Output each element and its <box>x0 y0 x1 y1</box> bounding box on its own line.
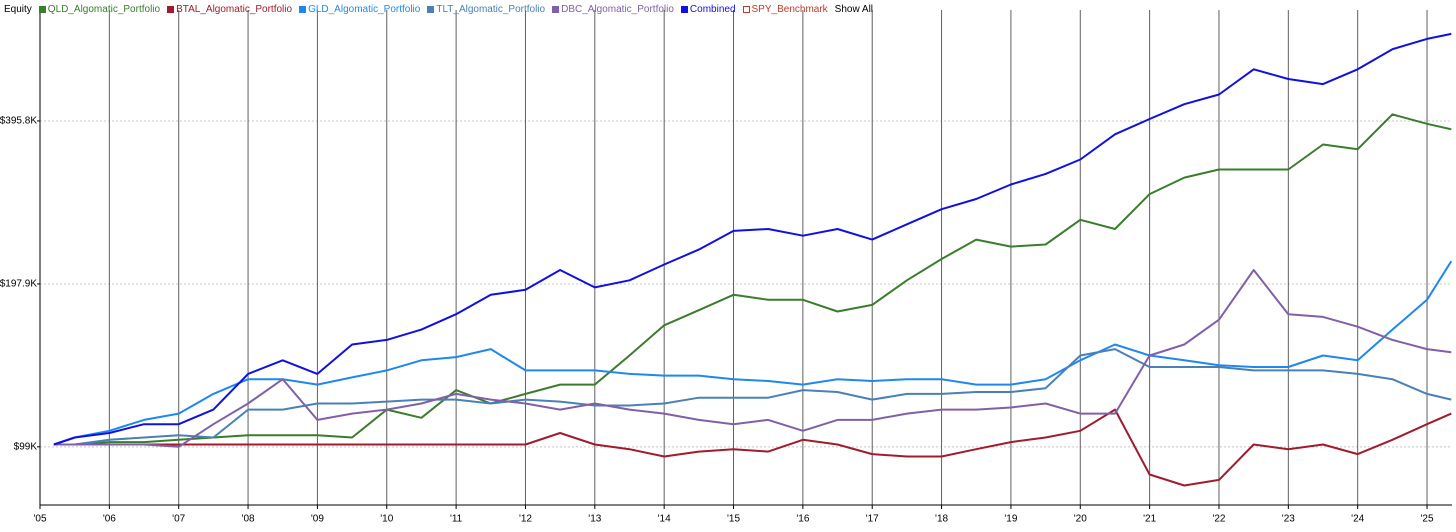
x-tick-label: '09 <box>311 514 324 525</box>
series-line <box>53 260 1453 446</box>
series-line <box>53 269 1452 448</box>
x-tick-label: '08 <box>242 514 255 525</box>
legend-item[interactable]: DBC_Algomatic_Portfolio <box>552 4 674 15</box>
legend-label: TLT_Algomatic_Portfolio <box>436 3 546 15</box>
x-tick-label: '05 <box>33 514 46 525</box>
x-tick-label: '22 <box>1212 514 1225 525</box>
legend-item[interactable]: Combined <box>680 3 736 15</box>
x-tick-label: '19 <box>1004 514 1017 525</box>
x-tick-label: '12 <box>519 514 532 525</box>
series-line <box>53 32 1452 446</box>
legend-label: SPY_Benchmark <box>751 3 828 15</box>
series-line <box>53 408 1452 487</box>
legend-swatch <box>427 5 435 13</box>
x-tick-label: '23 <box>1282 514 1295 525</box>
legend-item[interactable]: BTAL_Algomatic_Portfolio <box>167 4 292 15</box>
x-tick-label: '07 <box>172 514 185 525</box>
x-tick-label: '18 <box>935 514 948 525</box>
x-tick-label: '17 <box>866 514 879 525</box>
x-tick-label: '13 <box>588 514 601 525</box>
x-tick-label: '21 <box>1143 514 1156 525</box>
legend-label: BTAL_Algomatic_Portfolio <box>176 3 293 15</box>
series-line <box>53 113 1452 446</box>
legend-title: Equity <box>4 3 32 15</box>
x-tick-label: '06 <box>103 514 116 525</box>
legend-swatch <box>299 5 307 13</box>
y-tick-label: $197.9K <box>0 279 37 290</box>
x-tick-label: '15 <box>727 514 740 525</box>
x-tick-label: '16 <box>796 514 809 525</box>
legend-label: GLD_Algomatic_Portfolio <box>308 3 421 15</box>
legend-swatch <box>167 5 175 13</box>
x-tick-label: '11 <box>450 514 463 525</box>
legend-item[interactable]: TLT_Algomatic_Portfolio <box>427 4 545 15</box>
y-tick-label: $395.8K <box>0 116 37 127</box>
x-tick-label: '14 <box>658 514 671 525</box>
legend-swatch <box>38 5 46 13</box>
show-all[interactable]: Show All <box>834 3 874 15</box>
x-tick-label: '24 <box>1351 514 1364 525</box>
x-tick-label: '25 <box>1421 514 1434 525</box>
legend-swatch <box>742 5 750 13</box>
legend-item[interactable]: GLD_Algomatic_Portfolio <box>299 4 420 15</box>
legend-swatch <box>552 5 560 13</box>
x-tick-label: '20 <box>1074 514 1087 525</box>
legend-label: DBC_Algomatic_Portfolio <box>561 3 674 15</box>
legend-label: Combined <box>689 3 736 15</box>
legend-item[interactable]: SPY_Benchmark <box>742 3 828 15</box>
series-line <box>53 348 1452 446</box>
legend: Equity QLD_Algomatic_Portfolio BTAL_Algom… <box>4 2 880 16</box>
y-tick-label: $99K <box>14 441 38 452</box>
legend-swatch <box>680 5 688 13</box>
x-tick-label: '10 <box>380 514 393 525</box>
legend-label: QLD_Algomatic_Portfolio <box>47 3 161 15</box>
legend-item[interactable]: QLD_Algomatic_Portfolio <box>38 3 161 15</box>
